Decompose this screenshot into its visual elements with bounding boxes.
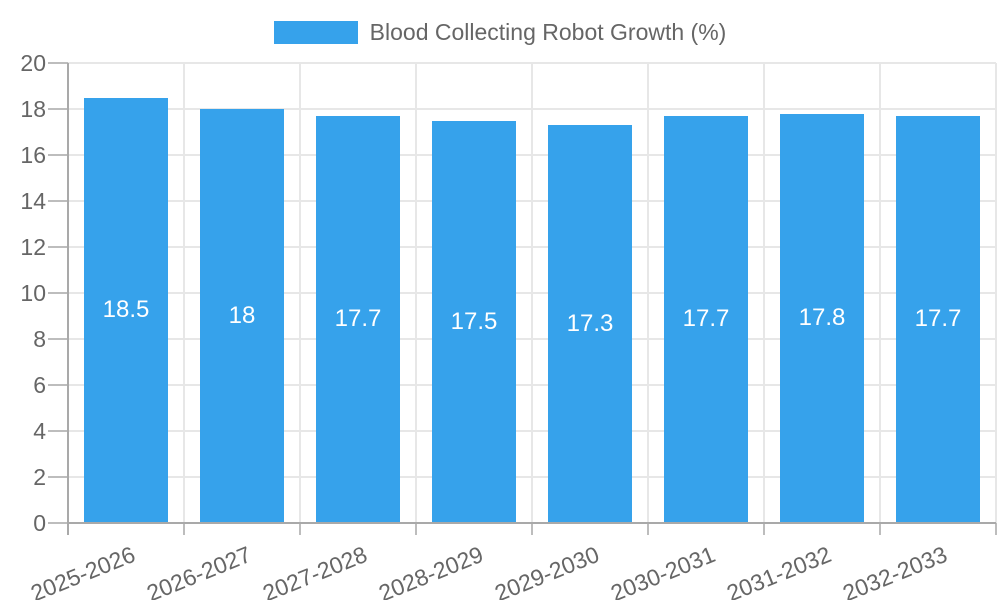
bar-value-label: 18.5 (102, 296, 150, 324)
y-axis-tick-label: 18 (20, 96, 46, 122)
y-axis-tick-label: 20 (20, 50, 46, 76)
gridline-vertical (995, 63, 997, 523)
y-axis-tick (48, 200, 68, 202)
y-axis-tick-label: 6 (33, 372, 46, 398)
x-axis-tick-label: 2031-2032 (723, 541, 835, 600)
x-axis-tick (299, 523, 301, 535)
y-axis-tick-label: 12 (20, 234, 46, 260)
y-axis-tick (48, 338, 68, 340)
y-axis-tick (48, 430, 68, 432)
y-axis-tick-label: 14 (20, 188, 46, 214)
bar-value-label: 18 (228, 302, 256, 329)
y-axis-tick (48, 384, 68, 386)
bar-value-label: 17.3 (566, 310, 614, 338)
gridline-vertical (415, 63, 417, 523)
x-axis-tick (183, 523, 185, 535)
bar[interactable]: 17.7 (896, 115, 980, 523)
y-axis-tick-label: 4 (33, 418, 46, 444)
bar[interactable]: 18 (200, 109, 284, 523)
x-axis-tick (415, 523, 417, 535)
bar-value-label: 17.8 (798, 304, 846, 332)
gridline-vertical (879, 63, 881, 523)
y-axis-tick-label: 8 (33, 326, 46, 352)
bar[interactable]: 17.7 (664, 115, 748, 523)
y-axis-tick (48, 154, 68, 156)
x-axis-tick-label: 2032-2033 (839, 541, 951, 600)
x-axis-tick-label: 2027-2028 (259, 541, 371, 600)
bar[interactable]: 17.7 (316, 115, 400, 523)
x-axis-tick-label: 2030-2031 (607, 541, 719, 600)
x-axis-tick (879, 523, 881, 535)
x-axis-tick-label: 2029-2030 (491, 541, 603, 600)
y-axis-tick (48, 62, 68, 64)
y-axis-tick (48, 522, 68, 524)
gridline-vertical (299, 63, 301, 523)
x-axis-tick (647, 523, 649, 535)
bar[interactable]: 17.5 (432, 120, 516, 523)
y-axis-tick-label: 16 (20, 142, 46, 168)
y-axis-tick (48, 246, 68, 248)
x-axis-tick (763, 523, 765, 535)
bar-value-label: 17.7 (682, 305, 730, 333)
x-axis-line (68, 522, 996, 524)
gridline-vertical (647, 63, 649, 523)
bar-value-label: 17.7 (914, 305, 962, 333)
gridline-vertical (183, 63, 185, 523)
y-axis-tick-label: 2 (33, 464, 46, 490)
bar[interactable]: 17.3 (548, 125, 632, 523)
x-axis-tick-label: 2025-2026 (27, 541, 139, 600)
legend[interactable]: Blood Collecting Robot Growth (%) (0, 17, 1000, 47)
legend-label: Blood Collecting Robot Growth (%) (369, 18, 727, 45)
x-axis-tick-label: 2028-2029 (375, 541, 487, 600)
x-axis-tick-label: 2026-2027 (143, 541, 255, 600)
bar[interactable]: 18.5 (84, 97, 168, 523)
y-axis-tick-label: 10 (20, 280, 46, 306)
bar-value-label: 17.7 (334, 305, 382, 333)
y-axis-tick (48, 476, 68, 478)
bar-value-label: 17.5 (450, 307, 498, 335)
y-axis-tick-label: 0 (33, 510, 46, 536)
legend-swatch-icon (273, 20, 358, 44)
x-axis-tick (995, 523, 997, 535)
x-axis-tick (531, 523, 533, 535)
y-axis-tick (48, 108, 68, 110)
bar[interactable]: 17.8 (780, 113, 864, 523)
y-axis-line (67, 63, 69, 535)
y-axis-tick (48, 292, 68, 294)
gridline-vertical (531, 63, 533, 523)
gridline-vertical (763, 63, 765, 523)
